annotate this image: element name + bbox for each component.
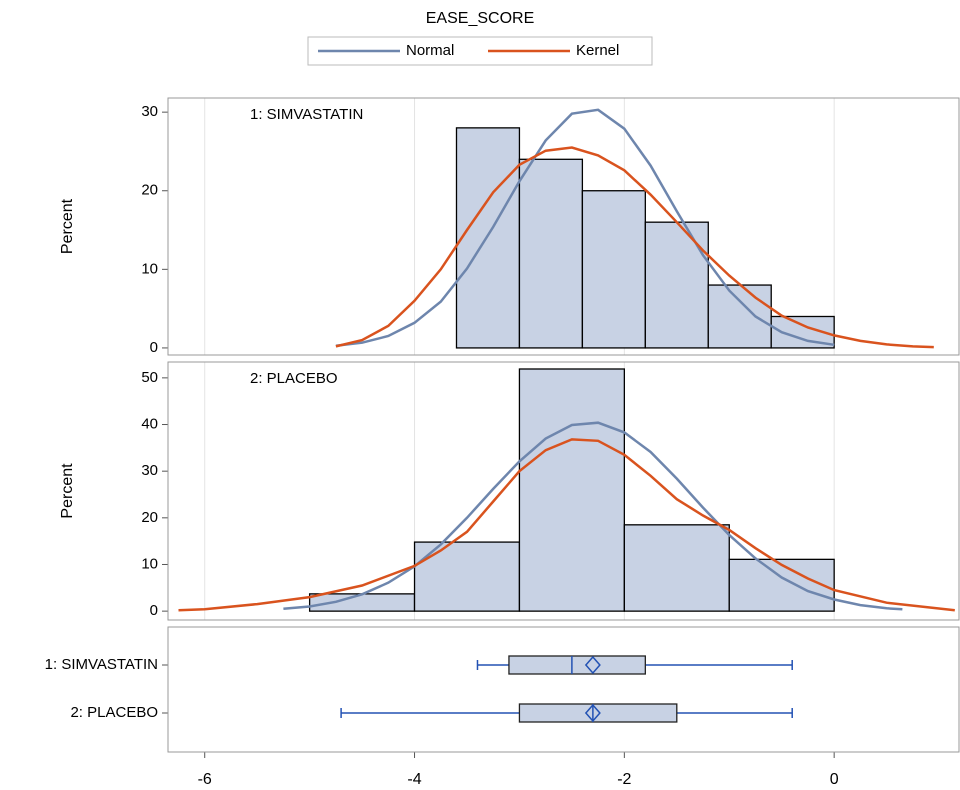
- mean-marker: [584, 703, 601, 723]
- density-curve: [335, 146, 934, 349]
- histogram-bar: [644, 221, 709, 349]
- histogram-bar: [707, 284, 772, 349]
- legend-label: Normal: [406, 42, 454, 59]
- density-curve: [283, 421, 903, 611]
- histogram-bar: [623, 524, 730, 612]
- density-curve: [178, 438, 955, 612]
- mean-marker: [584, 655, 601, 675]
- x-tick-label: 0: [830, 771, 839, 788]
- y-axis-label: Percent: [59, 198, 76, 254]
- box: [518, 703, 678, 723]
- category-label: 1: SIMVASTATIN: [45, 656, 158, 673]
- panel-frame: [167, 626, 960, 753]
- y-tick-label: 30: [141, 103, 158, 120]
- x-tick-label: -2: [617, 771, 631, 788]
- y-tick-label: 20: [141, 182, 158, 199]
- y-tick-label: 50: [141, 369, 158, 386]
- histogram-bar: [581, 190, 646, 349]
- y-tick-label: 10: [141, 555, 158, 572]
- y-tick-label: 20: [141, 509, 158, 526]
- panel-label: 2: PLACEBO: [250, 370, 338, 387]
- y-tick-label: 10: [141, 260, 158, 277]
- category-label: 2: PLACEBO: [70, 704, 158, 721]
- y-tick-label: 0: [150, 339, 158, 356]
- panel-frame: [167, 97, 960, 356]
- histogram-bar: [455, 127, 521, 349]
- histogram-bar: [518, 158, 584, 349]
- box: [508, 655, 646, 675]
- histogram-bar: [728, 558, 835, 612]
- x-tick-label: -6: [198, 771, 212, 788]
- legend-label: Kernel: [576, 42, 619, 59]
- histogram-bar: [518, 368, 625, 612]
- y-tick-label: 30: [141, 462, 158, 479]
- panel-label: 1: SIMVASTATIN: [250, 106, 363, 123]
- legend-title: EASE_SCORE: [426, 10, 534, 27]
- x-tick-label: -4: [407, 771, 421, 788]
- panel-frame: [167, 361, 960, 621]
- density-curve: [335, 108, 835, 348]
- y-axis-label: Percent: [59, 463, 76, 519]
- y-tick-label: 40: [141, 415, 158, 432]
- y-tick-label: 0: [150, 602, 158, 619]
